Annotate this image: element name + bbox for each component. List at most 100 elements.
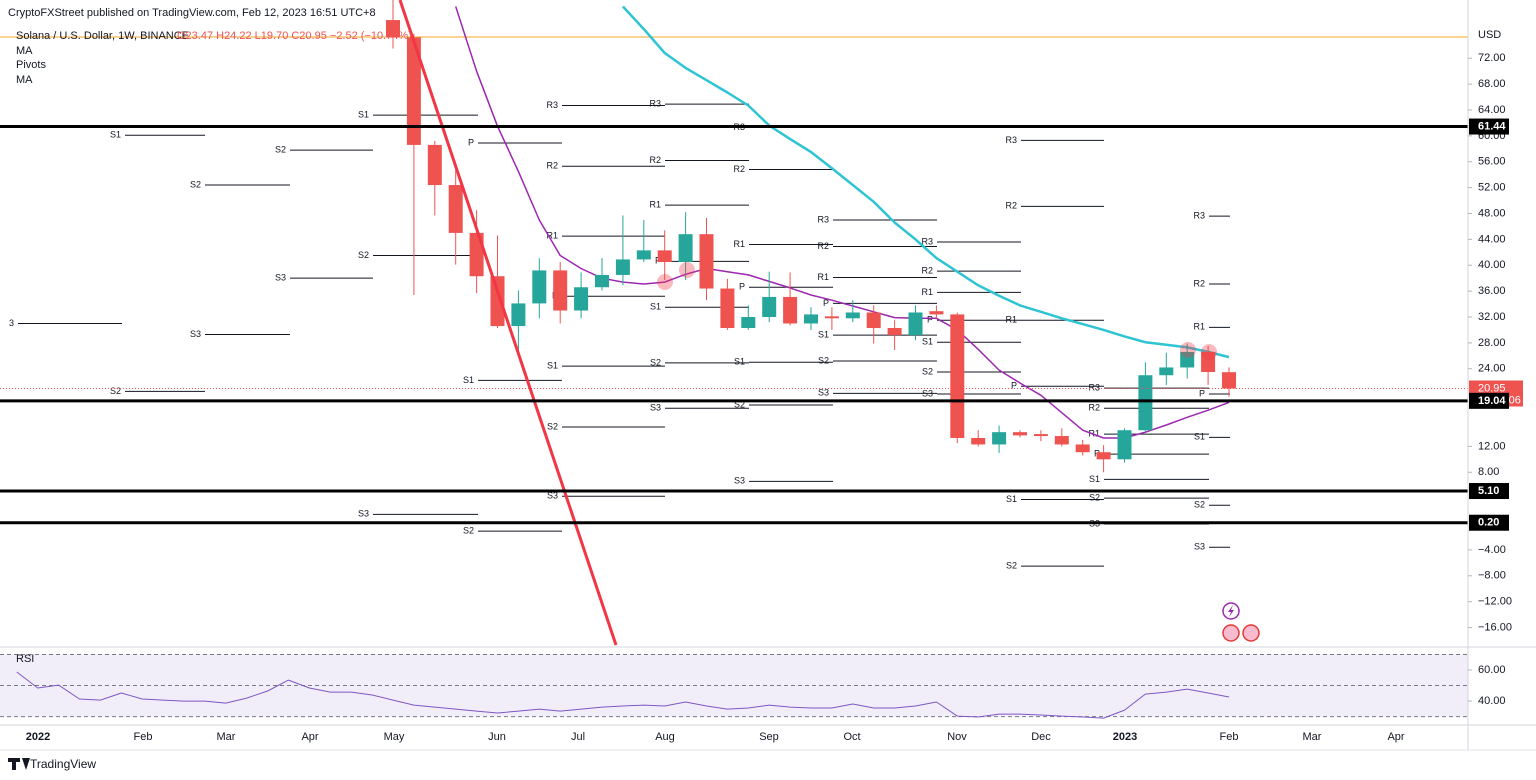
pivot-label: S3: [1194, 542, 1205, 552]
y-tick-label: 40.00: [1478, 695, 1506, 707]
footer-brand[interactable]: TradingView: [30, 757, 96, 771]
pivot-label: S3: [358, 509, 369, 519]
pivot-label: S1: [922, 337, 933, 347]
candle-body: [427, 144, 442, 186]
candle-body: [615, 259, 630, 275]
candle-body: [950, 314, 965, 438]
pivot-label: R2: [1088, 403, 1100, 413]
candle-body: [887, 327, 902, 336]
pivot-label: S3: [547, 491, 558, 501]
line-series: [16, 671, 1230, 719]
highlight: [1180, 342, 1196, 358]
event-icon[interactable]: [1242, 624, 1260, 642]
indicator[interactable]: MA: [16, 45, 33, 57]
pivot-label: S2: [275, 144, 286, 154]
rsi-pane: [0, 654, 1468, 719]
event-icon[interactable]: [1222, 624, 1240, 642]
event-icons[interactable]: [1222, 602, 1260, 642]
level-box: [1469, 483, 1509, 500]
x-tick-label: Dec: [1031, 731, 1051, 743]
pivot-label: S1: [358, 110, 369, 120]
pivot-label: R3: [649, 99, 661, 109]
y-tick-label: 68.00: [1478, 78, 1506, 90]
pivot-label: S1: [1194, 432, 1205, 442]
pivot-label: R1: [649, 199, 661, 209]
pivot-label: R3: [817, 214, 829, 224]
x-tick-label: May: [384, 731, 405, 743]
pivot-label: R2: [921, 265, 933, 275]
y-tick-label: 72.00: [1478, 52, 1506, 64]
level-box: [1469, 392, 1509, 409]
candle-body: [845, 312, 860, 319]
level-label: 61.44: [1478, 120, 1506, 132]
indicator[interactable]: Pivots: [16, 59, 46, 71]
pivot-label: S2: [110, 386, 121, 396]
rsi-title: RSI: [16, 653, 34, 665]
pivot-label: S2: [1006, 560, 1017, 570]
last-price-label: 20.95: [1478, 382, 1506, 394]
lightning: [1228, 605, 1234, 617]
rsi-band: [0, 654, 1468, 717]
candle-body: [574, 287, 589, 311]
y-tick-label: 24.00: [1478, 363, 1506, 375]
y-tick-label: 56.00: [1478, 156, 1506, 168]
pivot-label: S3: [922, 388, 933, 398]
pivot-label: R1: [1005, 315, 1017, 325]
pivot-label: R3: [1088, 383, 1100, 393]
candle-body: [448, 185, 463, 233]
ohlc: O23.47 H24.22 L19.70 C20.95 −2.52 (−10.7…: [177, 30, 412, 42]
y-tick-label: 64.00: [1478, 104, 1506, 116]
candle-body: [1138, 375, 1153, 431]
x-tick-label: Jun: [488, 731, 506, 743]
y-tick-label: −8.00: [1478, 570, 1506, 582]
pivot-label: S3: [818, 388, 829, 398]
pivot-label: P: [739, 282, 745, 292]
candle-body: [1222, 372, 1236, 389]
candle-body: [971, 437, 986, 445]
pivot-label: S1: [110, 130, 121, 140]
y-tick-label: 60.00: [1478, 664, 1506, 676]
pivot-label: 3: [9, 318, 14, 328]
candle-body: [678, 234, 693, 263]
pivot-label: S2: [547, 421, 558, 431]
y-tick-label: −12.00: [1478, 596, 1512, 608]
pivot-label: P: [1011, 381, 1017, 391]
x-tick-label: 2022: [26, 731, 50, 743]
y-tick-label: 12.00: [1478, 440, 1506, 452]
pivot-label: R1: [546, 231, 558, 241]
pivot-label: S3: [275, 273, 286, 283]
pivot-label: S2: [818, 355, 829, 365]
candle-body: [804, 314, 818, 324]
candle-body: [1033, 434, 1048, 437]
pivot-label: R3: [1193, 210, 1205, 220]
y-tick-label: 36.00: [1478, 285, 1506, 297]
publisher: CryptoFXStreet published on TradingView.…: [8, 7, 376, 19]
candle-body: [511, 303, 526, 327]
candle-body: [636, 250, 651, 260]
pivot-label: R1: [921, 287, 933, 297]
x-tick-label: Apr: [1387, 731, 1404, 743]
candle-body: [720, 288, 735, 328]
pivot-label: S3: [734, 476, 745, 486]
pivot-label: R2: [649, 155, 661, 165]
y-tick-label: 40.00: [1478, 259, 1506, 271]
y-tick-label: 8.00: [1478, 466, 1499, 478]
candle-body: [406, 37, 421, 145]
candles: [386, 0, 1236, 473]
candle-body: [1180, 351, 1195, 368]
symbol: Solana / U.S. Dollar, 1W, BINANCE: [16, 30, 189, 42]
pivot-label: P: [823, 298, 829, 308]
levels: [0, 125, 1468, 525]
x-tick-label: Oct: [843, 731, 860, 743]
indicator[interactable]: MA: [16, 74, 33, 86]
pivot-label: R3: [1005, 135, 1017, 145]
highlight: [1201, 344, 1217, 360]
candle-body: [1117, 430, 1132, 460]
x-tick-label: Jul: [571, 731, 585, 743]
candle-body: [1075, 444, 1090, 453]
y-tick-label: −4.00: [1478, 544, 1506, 556]
x-tick-label: Nov: [947, 731, 967, 743]
candle-body: [908, 312, 923, 336]
